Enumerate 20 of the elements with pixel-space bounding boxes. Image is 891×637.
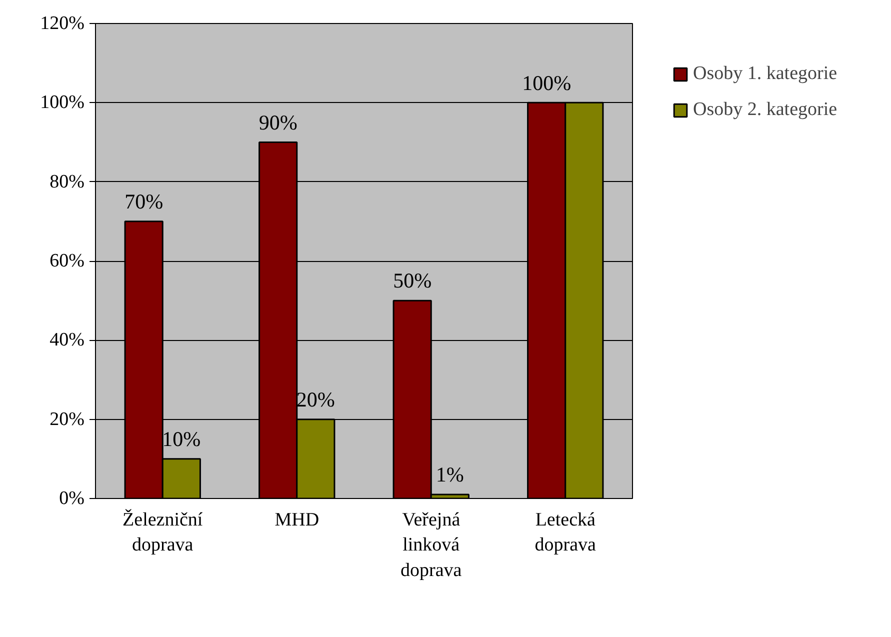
legend-label: Osoby 1. kategorie (693, 63, 838, 85)
data-label: 90% (258, 110, 298, 134)
x-tick-label: Letecká doprava (534, 510, 597, 556)
data-label: 50% (393, 268, 432, 293)
data-label: 20% (296, 387, 335, 412)
y-tick-label: 40% (50, 330, 85, 351)
y-tick-label: 100% (40, 92, 85, 114)
legend-label: Osoby 2. kategorie (693, 99, 838, 121)
data-label: 100% (522, 70, 572, 95)
y-tick-label: 60% (50, 250, 85, 272)
data-label: 70% (124, 190, 164, 214)
y-tick-label: 120% (40, 13, 85, 34)
y-tick-label: 0% (59, 488, 85, 509)
x-tick-label: MHD (274, 510, 320, 530)
x-tick-label: Železniční doprava (122, 508, 204, 556)
x-tick-label: Veřejná linková doprava (400, 510, 462, 581)
data-label: 1% (436, 462, 464, 487)
y-tick-label: 20% (50, 408, 85, 430)
y-tick-label: 80% (50, 171, 85, 192)
data-label: 10% (162, 427, 201, 451)
